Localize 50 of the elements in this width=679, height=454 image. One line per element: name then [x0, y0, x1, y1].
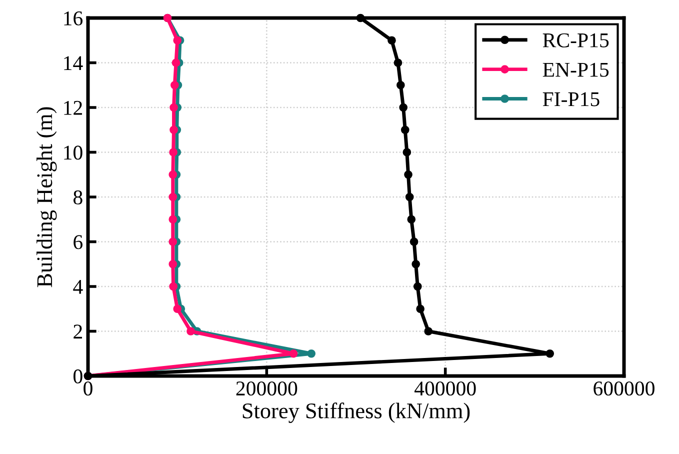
- x-tick-label: 200000: [236, 381, 298, 396]
- point: [396, 80, 405, 90]
- point: [424, 327, 433, 336]
- y-tick-label: 2: [74, 324, 82, 338]
- point: [307, 349, 316, 358]
- point: [168, 260, 178, 268]
- point: [412, 260, 420, 268]
- point: [405, 192, 414, 202]
- point: [170, 103, 178, 112]
- point: [400, 126, 410, 134]
- point: [402, 148, 412, 156]
- y-tick-label: 10: [64, 146, 82, 160]
- x-tick-label: 0: [84, 381, 92, 396]
- y-tick-label: 14: [64, 56, 83, 70]
- point: [410, 238, 418, 246]
- y-tick-label: 6: [74, 235, 83, 250]
- point: [407, 215, 416, 224]
- point: [169, 282, 178, 291]
- point: [356, 14, 365, 22]
- point: [399, 103, 408, 112]
- point: [168, 170, 178, 179]
- legend-label: RC-P15: [542, 33, 609, 48]
- y-tick-label: 0: [74, 369, 82, 384]
- point: [404, 170, 412, 179]
- point: [416, 304, 424, 314]
- point: [168, 215, 178, 224]
- point: [170, 126, 178, 134]
- y-tick-label: 8: [74, 190, 82, 204]
- point: [546, 349, 554, 358]
- point: [388, 36, 396, 45]
- point: [172, 58, 180, 67]
- y-tick-label: 4: [73, 280, 83, 294]
- x-tick-label: 600000: [594, 381, 654, 396]
- point: [394, 58, 402, 67]
- point: [173, 36, 182, 45]
- y-tick-label: 16: [64, 11, 83, 26]
- y-axis-title: Building Height (m): [36, 107, 57, 288]
- point: [169, 148, 178, 156]
- point: [168, 238, 178, 246]
- point: [186, 327, 195, 336]
- point: [413, 282, 422, 291]
- legend-label: EN-P15: [542, 62, 609, 77]
- point: [289, 349, 298, 358]
- point: [170, 80, 179, 90]
- point: [168, 192, 178, 202]
- x-axis-title: Storey Stiffness (kN/mm): [242, 402, 470, 423]
- legend-label: FI-P15: [542, 92, 600, 106]
- point: [173, 304, 182, 314]
- x-tick-label: 400000: [414, 381, 476, 396]
- y-tick-label: 12: [64, 100, 82, 115]
